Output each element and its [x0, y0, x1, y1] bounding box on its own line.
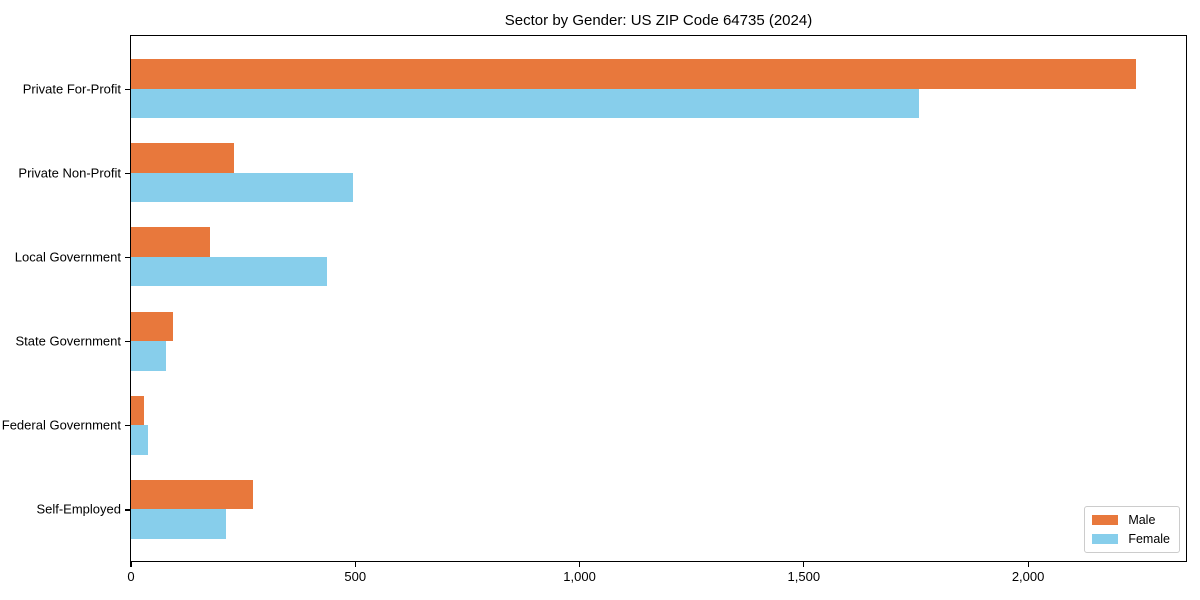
x-tick-label: 0 — [127, 569, 135, 584]
bar-group: Private Non-Profit — [18, 143, 1186, 203]
x-tick-mark — [1027, 562, 1029, 567]
plot-area: Private For-Profit Private Non-Profit Loca… — [2, 35, 1187, 584]
y-tick-mark — [125, 256, 130, 259]
bar-female — [131, 256, 328, 287]
bar-male — [131, 479, 253, 510]
legend-item-male: Male — [1092, 513, 1170, 527]
y-tick-mark — [125, 88, 130, 90]
bar-male — [131, 227, 211, 257]
y-tick-label: Self-Employed — [36, 501, 121, 517]
bar-male — [131, 395, 145, 426]
bar-female — [131, 425, 149, 455]
legend-label-female: Female — [1128, 532, 1170, 546]
male-swatch-icon — [1092, 515, 1119, 525]
bar-group: Federal Government — [2, 395, 1186, 455]
x-tick-mark — [130, 562, 132, 567]
legend-label-male: Male — [1128, 513, 1156, 527]
x-tick-label: 2,000 — [1011, 569, 1045, 584]
y-tick-label: Private Non-Profit — [18, 165, 121, 181]
female-swatch-icon — [1092, 534, 1119, 544]
bar-male — [131, 59, 1136, 89]
y-tick-mark — [125, 341, 130, 343]
y-tick-mark — [125, 509, 130, 511]
chart-title: Sector by Gender: US ZIP Code 64735 (202… — [504, 12, 813, 29]
legend-item-female: Female — [1092, 532, 1170, 546]
bar-group: Self-Employed — [36, 479, 1186, 539]
y-tick-label: State Government — [15, 333, 122, 349]
x-tick-label: 1,000 — [563, 569, 596, 584]
bar-male — [131, 143, 235, 173]
bar-groups: Private For-Profit Private Non-Profit Loca… — [2, 36, 1186, 561]
bar-group: State Government — [16, 311, 1186, 371]
x-tick-label: 1,500 — [787, 569, 821, 584]
bar-female — [131, 88, 919, 118]
x-tick-mark — [578, 562, 581, 567]
y-tick-label: Federal Government — [1, 417, 121, 433]
x-tick-mark — [354, 562, 356, 567]
legend: Male Female — [1084, 506, 1180, 553]
bar-group: Local Government — [15, 227, 1186, 287]
bar-female — [131, 509, 227, 539]
y-tick-label: Local Government — [14, 249, 121, 265]
bar-female — [131, 341, 167, 371]
bar-group: Private For-Profit — [23, 59, 1186, 118]
bar-female — [131, 172, 353, 203]
y-tick-label: Private For-Profit — [22, 81, 121, 96]
bar-male — [131, 311, 173, 342]
x-tick-mark — [803, 562, 805, 567]
y-tick-mark — [125, 425, 130, 427]
x-tick-label: 500 — [344, 569, 367, 584]
y-tick-mark — [125, 172, 130, 174]
